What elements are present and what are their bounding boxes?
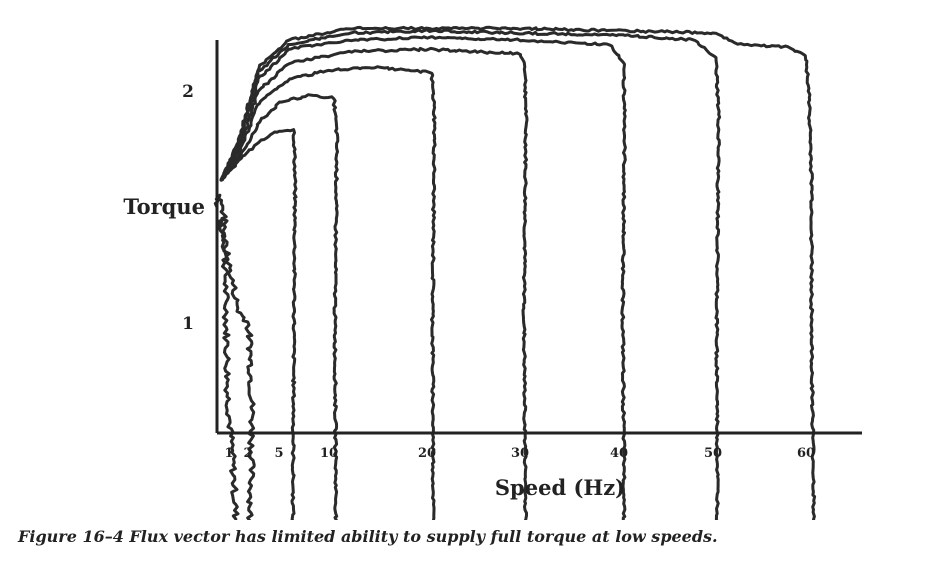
torque-speed-curve	[221, 128, 298, 520]
torque-speed-curve	[219, 25, 817, 520]
y-tick-label: 2	[182, 82, 194, 102]
torque-speed-curve	[215, 218, 256, 520]
torque-speed-curve	[221, 28, 722, 520]
x-tick-label: 60	[797, 446, 815, 461]
torque-speed-curve	[221, 93, 340, 520]
series-curves	[213, 25, 817, 520]
torque-speed-curve	[220, 65, 437, 520]
chart: 1 2 5 10 20 30 40 50 60 12 Torque Speed (Hz)	[123, 25, 862, 520]
x-tick-label: 20	[418, 446, 436, 461]
x-tick-label: 5	[274, 446, 283, 461]
x-tick-label: 40	[610, 446, 628, 461]
y-tick-label: 1	[182, 314, 194, 334]
torque-speed-curve	[213, 193, 240, 520]
torque-speed-curve	[219, 35, 627, 520]
x-tick-label: 10	[320, 446, 338, 461]
x-tick-labels: 1 2 5 10 20 30 40 50 60	[224, 446, 815, 461]
y-axis-title: Torque	[123, 194, 205, 219]
torque-speed-curve	[219, 46, 529, 520]
x-axis-title: Speed (Hz)	[495, 475, 625, 500]
x-tick-label: 2	[243, 446, 252, 461]
x-tick-label: 30	[511, 446, 529, 461]
x-tick-label: 50	[704, 446, 722, 461]
figure-caption: Figure 16–4 Flux vector has limited abil…	[18, 527, 718, 546]
y-tick-labels: 12	[182, 82, 194, 334]
x-tick-label: 1	[224, 446, 233, 461]
